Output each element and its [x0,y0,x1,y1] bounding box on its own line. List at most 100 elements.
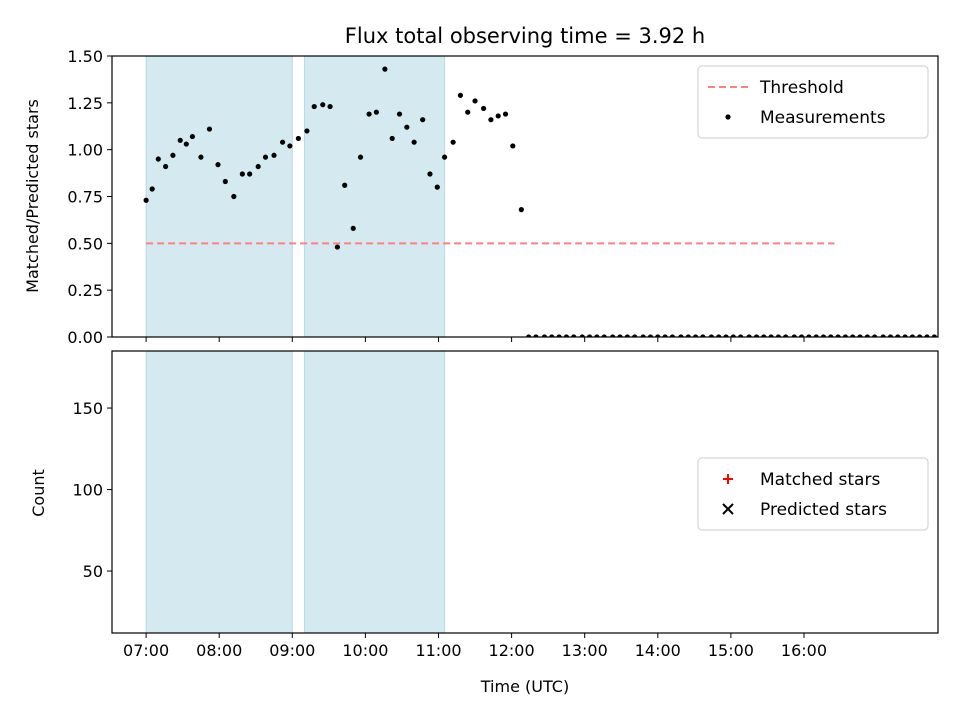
measurement-point [143,197,149,203]
ratio-series-1 [143,66,937,337]
chart-title: Flux total observing time = 3.92 h [345,24,705,48]
measurement-point [716,334,722,337]
ratio-legend-box [697,65,929,139]
ratio-y-tick-label: 0.50 [67,234,103,253]
measurement-point [163,163,169,170]
measurement-point [411,139,417,145]
legend-measurements-swatch [725,114,731,120]
count-observing-band-1 [145,351,293,633]
measurement-point [685,334,691,337]
measurement-point [334,244,340,250]
measurement-point [420,117,426,123]
measurement-point [382,66,388,72]
measurement-point [632,334,638,337]
measurement-point [434,184,440,190]
x-axis-label: Time (UTC) [480,677,569,696]
measurement-point [563,334,570,337]
measurement-point [791,334,797,337]
measurement-point [357,154,364,160]
measurement-point [327,103,333,110]
count-plot-area [145,351,446,633]
measurement-point [472,98,478,104]
count-legend: Matched stars Predicted stars [697,457,929,531]
measurement-point [495,113,501,119]
measurement-point [502,111,509,117]
measurement-point [320,102,326,108]
measurement-point [692,334,699,337]
measurement-point [768,334,774,337]
x-tick-label: 12:00 [489,641,535,660]
measurement-point [389,135,395,142]
measurement-point [350,225,356,231]
measurement-point [541,334,548,337]
measurement-point [761,334,767,337]
measurement-point [215,162,221,168]
measurement-point [723,334,729,337]
measurement-point [917,334,923,337]
count-y-tick-label: 100 [72,481,103,500]
measurement-point [342,182,348,188]
measurement-point [864,334,870,337]
measurement-point [155,156,161,162]
ratio-y-axis-label: Matched/Predicted stars [23,99,42,293]
measurement-point [198,154,204,160]
x-tick-label: 10:00 [342,641,388,660]
count-panel: 07:00 08:00 09:00 10:00 11:00 12:00 13:00 14:00… [72,350,939,660]
x-tick-label: 07:00 [123,641,169,660]
measurement-point [640,334,646,337]
measurement-point [206,126,213,132]
ratio-y-tick-label: 0.25 [67,281,103,300]
measurement-point [708,334,714,337]
count-legend-box [697,457,929,531]
measurement-point [806,334,812,337]
x-tick-label: 15:00 [708,641,754,660]
measurement-point [813,334,819,337]
measurement-point [279,139,286,145]
measurement-point [533,334,539,337]
ratio-observing-band-2 [303,56,446,337]
measurement-point [887,334,894,337]
measurement-point [304,128,310,134]
measurement-point [662,334,668,337]
measurement-point [396,111,403,117]
measurement-point [857,334,863,337]
legend-label: Measurements [760,108,886,128]
measurement-point [510,143,516,149]
measurement-point [594,334,600,337]
measurement-point [571,334,577,337]
measurement-point [183,141,189,147]
measurement-point [247,171,253,177]
measurement-point [700,334,706,337]
measurement-point [872,334,878,337]
count-y-axis-label: Count [29,469,48,517]
measurement-point [835,334,841,337]
measurement-point [746,334,752,337]
measurement-point [775,334,782,337]
measurement-point [366,111,372,117]
ratio-y-tick-label: 0.75 [67,188,103,207]
measurement-point [457,92,464,98]
ratio-legend: Threshold Measurements [697,65,929,139]
count-axes-frame [111,350,939,634]
count-y-tick-label: 150 [72,399,103,418]
count-observing-band-2 [303,351,446,633]
measurement-point [669,334,676,337]
x-tick-label: 08:00 [196,641,242,660]
ratio-panel: 0.00 0.25 0.50 0.75 1.00 1.25 1.50 Threshold Mea… [67,47,939,347]
measurement-point [480,105,487,112]
measurement-point [271,152,277,158]
measurement-point [287,143,293,149]
measurement-point [647,334,654,337]
measurement-point [850,334,856,337]
measurement-point [488,117,494,123]
measurement-point [601,334,607,337]
measurement-point [239,171,245,177]
measurement-point [189,133,196,140]
measurement-point [526,334,532,337]
measurement-point [586,334,593,337]
ratio-observing-band-1 [145,56,293,337]
measurement-point [924,334,930,337]
measurement-point [678,334,684,337]
measurement-point [579,334,585,337]
